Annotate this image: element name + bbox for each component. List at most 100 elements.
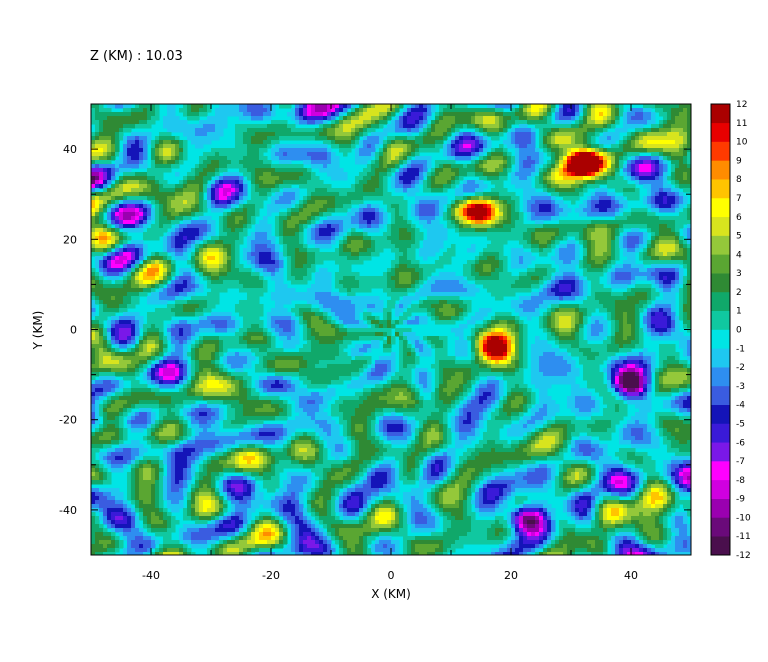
field-cell — [163, 236, 168, 241]
field-cell — [239, 220, 244, 225]
field-cell — [219, 184, 224, 189]
field-cell — [523, 168, 528, 173]
field-cell — [95, 256, 100, 261]
field-cell — [343, 136, 348, 141]
field-cell — [291, 112, 296, 117]
field-cell — [467, 196, 472, 201]
field-cell — [519, 128, 524, 133]
field-cell — [399, 244, 404, 249]
field-cell — [263, 224, 268, 229]
field-cell — [415, 188, 420, 193]
field-cell — [459, 200, 464, 205]
field-cell — [619, 244, 624, 249]
field-cell — [227, 220, 232, 225]
field-cell — [583, 144, 588, 149]
field-cell — [123, 252, 128, 257]
field-cell — [679, 148, 684, 153]
field-cell — [571, 200, 576, 205]
field-cell — [227, 192, 232, 197]
field-cell — [291, 144, 296, 149]
field-cell — [247, 248, 252, 253]
field-cell — [427, 244, 432, 249]
field-cell — [683, 212, 688, 217]
field-cell — [519, 240, 524, 245]
field-cell — [199, 172, 204, 177]
field-cell — [155, 140, 160, 145]
field-cell — [91, 104, 96, 109]
field-cell — [647, 176, 652, 181]
field-cell — [471, 132, 476, 137]
field-cell — [451, 156, 456, 161]
field-cell — [327, 140, 332, 145]
field-cell — [607, 140, 612, 145]
field-cell — [551, 228, 556, 233]
field-cell — [279, 228, 284, 233]
field-cell — [427, 108, 432, 113]
field-cell — [123, 108, 128, 113]
field-cell — [423, 164, 428, 169]
field-cell — [571, 140, 576, 145]
field-cell — [483, 220, 488, 225]
field-cell — [547, 132, 552, 137]
field-cell — [107, 168, 112, 173]
field-cell — [179, 248, 184, 253]
field-cell — [667, 192, 672, 197]
field-cell — [591, 208, 596, 213]
field-cell — [131, 120, 136, 125]
field-cell — [619, 220, 624, 225]
field-cell — [395, 140, 400, 145]
field-cell — [219, 132, 224, 137]
field-cell — [315, 180, 320, 185]
field-cell — [383, 176, 388, 181]
field-cell — [159, 156, 164, 161]
field-cell — [587, 200, 592, 205]
field-cell — [295, 172, 300, 177]
field-cell — [147, 176, 152, 181]
field-cell — [99, 184, 104, 189]
field-cell — [191, 104, 196, 109]
field-cell — [311, 160, 316, 165]
field-cell — [655, 140, 660, 145]
field-cell — [159, 212, 164, 217]
field-cell — [427, 164, 432, 169]
field-cell — [91, 116, 96, 121]
field-cell — [111, 220, 116, 225]
field-cell — [191, 232, 196, 237]
field-cell — [435, 216, 440, 221]
field-cell — [303, 180, 308, 185]
field-cell — [95, 172, 100, 177]
field-cell — [127, 156, 132, 161]
field-cell — [427, 128, 432, 133]
field-cell — [235, 104, 240, 109]
field-cell — [635, 152, 640, 157]
field-cell — [655, 200, 660, 205]
field-cell — [631, 252, 636, 257]
field-cell — [655, 108, 660, 113]
field-cell — [687, 148, 691, 153]
field-cell — [375, 120, 380, 125]
field-cell — [607, 116, 612, 121]
field-cell — [263, 176, 268, 181]
field-cell — [587, 248, 592, 253]
field-cell — [415, 240, 420, 245]
field-cell — [287, 180, 292, 185]
field-cell — [683, 176, 688, 181]
field-cell — [511, 160, 516, 165]
field-cell — [191, 204, 196, 209]
field-cell — [259, 220, 264, 225]
field-cell — [659, 120, 664, 125]
field-cell — [671, 256, 676, 261]
field-cell — [147, 208, 152, 213]
field-cell — [531, 188, 536, 193]
field-cell — [227, 160, 232, 165]
field-cell — [191, 140, 196, 145]
field-cell — [319, 220, 324, 225]
field-cell — [623, 156, 628, 161]
field-cell — [119, 260, 124, 265]
field-cell — [167, 196, 172, 201]
field-cell — [647, 244, 652, 249]
field-cell — [539, 208, 544, 213]
field-cell — [231, 228, 236, 233]
field-cell — [251, 140, 256, 145]
field-cell — [279, 104, 284, 109]
